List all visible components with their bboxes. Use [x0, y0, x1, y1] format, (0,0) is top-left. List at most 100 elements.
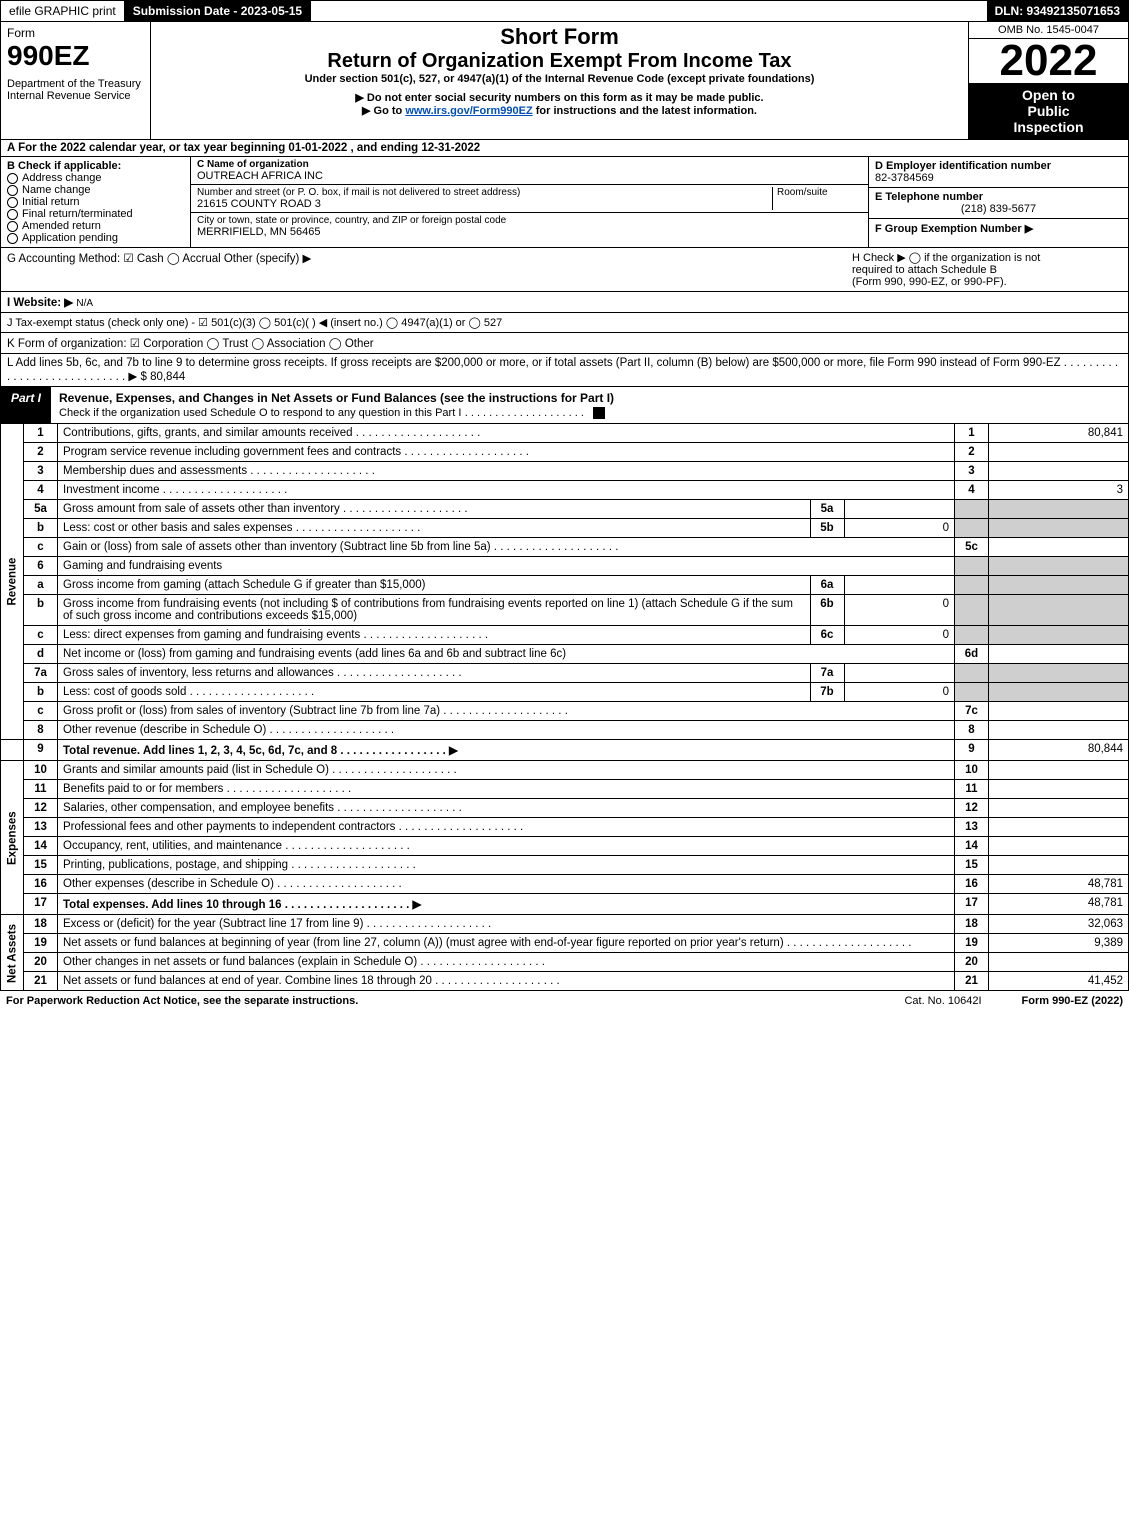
revenue-label: Revenue	[1, 424, 24, 740]
row-5b-minival: 0	[844, 519, 954, 537]
row-16-val: 48,781	[989, 875, 1129, 894]
row-13-val	[989, 818, 1129, 837]
row-4-num: 4	[24, 481, 58, 500]
row-3-val	[989, 462, 1129, 481]
footer-left: For Paperwork Reduction Act Notice, see …	[6, 995, 358, 1007]
row-18-text: Excess or (deficit) for the year (Subtra…	[58, 915, 955, 934]
short-form-title: Short Form	[159, 24, 960, 50]
chk-app-pending[interactable]: Application pending	[7, 232, 184, 244]
row-7a-rn	[955, 664, 989, 683]
row-3-num: 3	[24, 462, 58, 481]
irs-link[interactable]: www.irs.gov/Form990EZ	[405, 105, 532, 117]
row-5a-minival	[844, 500, 954, 518]
row-14-num: 14	[24, 837, 58, 856]
row-6a-minival	[844, 576, 954, 594]
chk-initial-return[interactable]: Initial return	[7, 196, 184, 208]
row-2-text: Program service revenue including govern…	[58, 443, 955, 462]
row-5c-rn: 5c	[955, 538, 989, 557]
row-6b-val	[989, 595, 1129, 626]
inspection-badge: Open to Public Inspection	[969, 83, 1128, 139]
row-1-text: Contributions, gifts, grants, and simila…	[58, 424, 955, 443]
row-8-text: Other revenue (describe in Schedule O)	[58, 721, 955, 740]
row-5c-val	[989, 538, 1129, 557]
row-12-val	[989, 799, 1129, 818]
row-3-rn: 3	[955, 462, 989, 481]
c-addr-label: Number and street (or P. O. box, if mail…	[197, 187, 772, 198]
row-2-num: 2	[24, 443, 58, 462]
dln: DLN: 93492135071653	[987, 1, 1128, 21]
efile-btn[interactable]: efile GRAPHIC print	[1, 1, 125, 21]
ein-value: 82-3784569	[875, 172, 1122, 184]
row-17-val: 48,781	[989, 894, 1129, 915]
row-13-rn: 13	[955, 818, 989, 837]
row-11-rn: 11	[955, 780, 989, 799]
row-21-num: 21	[24, 972, 58, 991]
row-6d-num: d	[24, 645, 58, 664]
line-a: A For the 2022 calendar year, or tax yea…	[0, 140, 1129, 157]
page-footer: For Paperwork Reduction Act Notice, see …	[0, 991, 1129, 1011]
row-9-text: Total revenue. Add lines 1, 2, 3, 4, 5c,…	[58, 740, 955, 761]
badge-l2: Public	[973, 103, 1124, 119]
submission-date: Submission Date - 2023-05-15	[125, 1, 311, 21]
row-6-val	[989, 557, 1129, 576]
irs-label: Internal Revenue Service	[7, 90, 144, 102]
org-city: MERRIFIELD, MN 56465	[197, 226, 862, 238]
subtitle-2: ▶ Do not enter social security numbers o…	[159, 91, 960, 104]
subtitle-1: Under section 501(c), 527, or 4947(a)(1)…	[159, 73, 960, 85]
c-city-label: City or town, state or province, country…	[197, 215, 862, 226]
chk-amended[interactable]: Amended return	[7, 220, 184, 232]
row-6a-mini: 6a	[810, 576, 844, 594]
row-16-text: Other expenses (describe in Schedule O)	[58, 875, 955, 894]
row-2-rn: 2	[955, 443, 989, 462]
row-12-text: Salaries, other compensation, and employ…	[58, 799, 955, 818]
chk-name-change[interactable]: Name change	[7, 184, 184, 196]
row-20-text: Other changes in net assets or fund bala…	[58, 953, 955, 972]
row-6a-val	[989, 576, 1129, 595]
netassets-label: Net Assets	[1, 915, 24, 991]
row-21-rn: 21	[955, 972, 989, 991]
row-4-text: Investment income	[58, 481, 955, 500]
row-5b-text: Less: cost or other basis and sales expe…	[58, 519, 810, 537]
row-5b-val	[989, 519, 1129, 538]
row-6c-rn	[955, 626, 989, 645]
chk-address-change[interactable]: Address change	[7, 172, 184, 184]
row-9-rn: 9	[955, 740, 989, 761]
row-8-rn: 8	[955, 721, 989, 740]
form-label: Form	[7, 26, 144, 40]
row-6b-rn	[955, 595, 989, 626]
row-5c-num: c	[24, 538, 58, 557]
badge-l1: Open to	[973, 87, 1124, 103]
row-6b-mini: 6b	[810, 595, 844, 625]
row-14-rn: 14	[955, 837, 989, 856]
row-11-num: 11	[24, 780, 58, 799]
website-value: N/A	[76, 298, 93, 309]
row-6b-num: b	[24, 595, 58, 626]
row-7c-num: c	[24, 702, 58, 721]
row-10-val	[989, 761, 1129, 780]
row-6b-minival: 0	[844, 595, 954, 625]
sub3-pre: ▶ Go to	[362, 105, 405, 117]
c-name-label: C Name of organization	[197, 159, 862, 170]
row-15-text: Printing, publications, postage, and shi…	[58, 856, 955, 875]
main-title: Return of Organization Exempt From Incom…	[159, 50, 960, 73]
row-5c-text: Gain or (loss) from sale of assets other…	[58, 538, 955, 557]
row-7b-val	[989, 683, 1129, 702]
line-h-3: (Form 990, 990-EZ, or 990-PF).	[852, 276, 1122, 288]
chk-final-return[interactable]: Final return/terminated	[7, 208, 184, 220]
row-13-text: Professional fees and other payments to …	[58, 818, 955, 837]
row-7c-rn: 7c	[955, 702, 989, 721]
row-20-val	[989, 953, 1129, 972]
line-j: J Tax-exempt status (check only one) - ☑…	[0, 313, 1129, 333]
row-19-text: Net assets or fund balances at beginning…	[58, 934, 955, 953]
sub3-post: for instructions and the latest informat…	[533, 105, 757, 117]
row-12-num: 12	[24, 799, 58, 818]
e-phone-label: E Telephone number	[875, 191, 1122, 203]
part1-check-text: Check if the organization used Schedule …	[59, 407, 461, 419]
row-6d-rn: 6d	[955, 645, 989, 664]
part1-checkbox[interactable]	[593, 407, 605, 419]
line-h-2: required to attach Schedule B	[852, 264, 1122, 276]
row-21-text: Net assets or fund balances at end of ye…	[58, 972, 955, 991]
row-7a-mini: 7a	[810, 664, 844, 682]
top-bar: efile GRAPHIC print Submission Date - 20…	[0, 0, 1129, 22]
line-l: L Add lines 5b, 6c, and 7b to line 9 to …	[0, 354, 1129, 387]
